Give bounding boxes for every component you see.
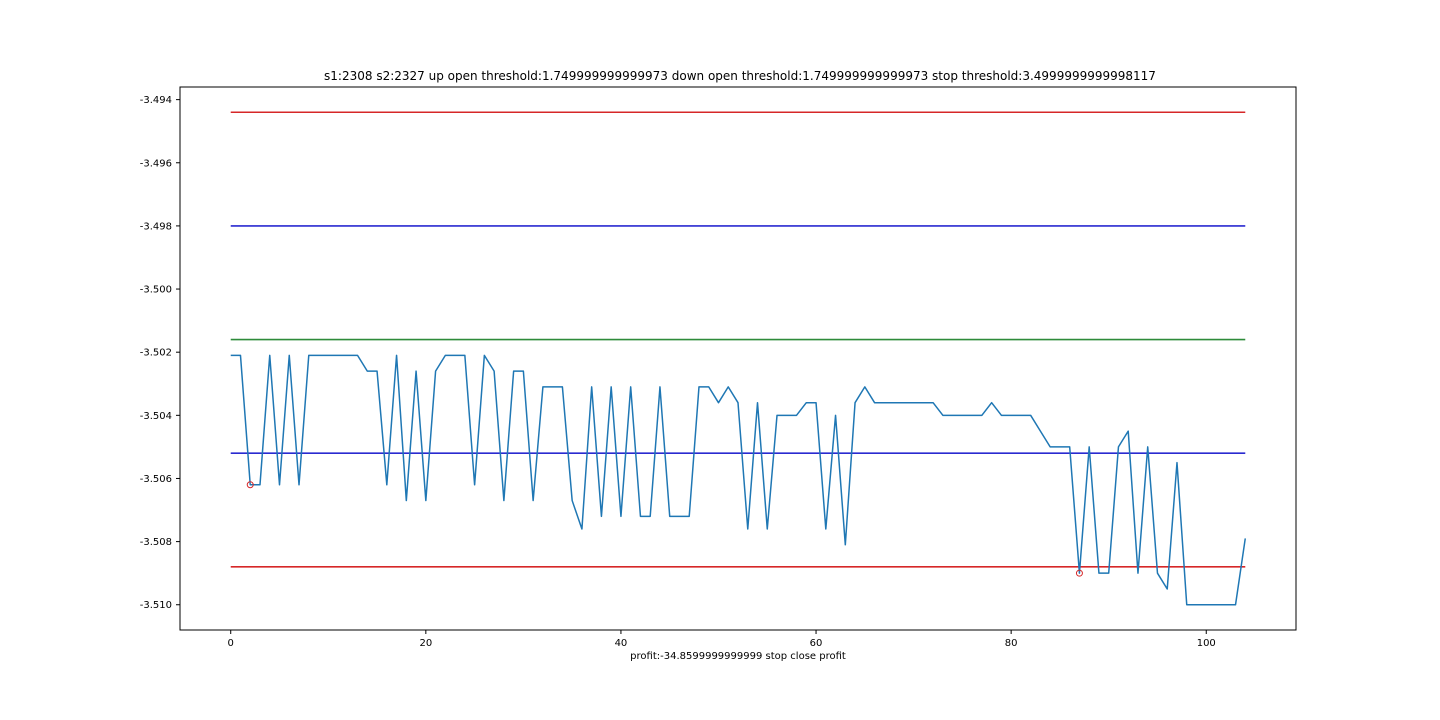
y-tick-label-2: -3.498: [140, 221, 172, 232]
x-tick-label-0: 0: [228, 638, 234, 649]
series-layer: [230, 354, 1247, 606]
x-axis-label: profit:-34.8599999999999 stop close prof…: [630, 651, 846, 662]
x-tick-label-4: 80: [1005, 638, 1018, 649]
y-tick-label-8: -3.510: [140, 600, 172, 611]
x-tick-label-2: 40: [615, 638, 628, 649]
marker-0: [246, 481, 254, 489]
chart-title: s1:2308 s2:2327 up open threshold:1.7499…: [324, 69, 1156, 83]
y-tick-label-6: -3.506: [140, 474, 172, 485]
y-tick-label-7: -3.508: [140, 537, 172, 548]
y-axis: -3.494 -3.496 -3.498 -3.500 -3.502 -3.504 -3.5…: [140, 95, 180, 611]
x-tick-label-1: 20: [419, 638, 432, 649]
y-tick-label-3: -3.500: [140, 285, 172, 296]
x-axis: 0 20 40 60 80 100: [228, 630, 1216, 649]
x-tick-label-5: 100: [1197, 638, 1216, 649]
plot-area: [180, 87, 1296, 630]
y-tick-label-5: -3.504: [140, 411, 172, 422]
threshold-lines: [230, 111, 1246, 568]
y-tick-label-0: -3.494: [140, 95, 172, 106]
plot-frame: [179, 86, 1297, 631]
series-line-0: [230, 354, 1247, 606]
y-tick-label-1: -3.496: [140, 158, 172, 169]
marker-1: [1075, 569, 1083, 577]
markers-layer: [246, 481, 1083, 577]
x-tick-label-3: 60: [810, 638, 823, 649]
y-tick-label-4: -3.502: [140, 348, 172, 359]
